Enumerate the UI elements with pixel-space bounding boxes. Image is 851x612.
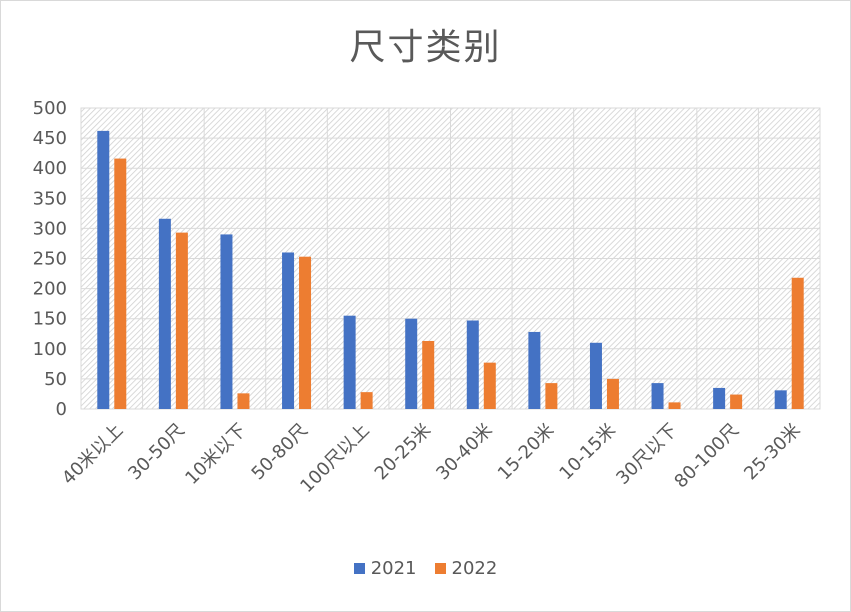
bar-2021 [774,390,787,409]
x-tick-label: 40米以上 [58,420,127,489]
legend: 2021 2022 [0,558,851,579]
bar-2022 [791,277,804,409]
bar-2021 [220,234,233,409]
legend-swatch-2021 [353,563,365,574]
legend-label-2021: 2021 [370,558,417,579]
chart-title: 尺寸类别 [349,27,502,68]
bar-2022 [668,402,681,409]
y-tick-label: 50 [44,369,67,390]
bar-2021 [713,387,726,409]
legend-item-2022: 2022 [434,558,498,579]
bar-2022 [730,394,743,409]
gridlines [80,107,821,410]
y-tick-label: 250 [33,249,67,270]
bar-2022 [606,378,619,409]
bar-2022 [237,393,250,409]
bar-2022 [114,158,127,409]
x-tick-label: 50-80尺 [248,420,313,485]
y-tick-label: 350 [33,188,67,209]
y-axis-ticks: 0 50 100 150 200 250 300 350 400 450 500 [33,98,67,420]
bar-2021 [589,342,602,409]
legend-swatch-2022 [434,563,446,574]
legend-item-2021: 2021 [353,558,417,579]
y-tick-label: 400 [33,158,67,179]
bar-2021 [158,218,171,409]
y-tick-label: 300 [33,218,67,239]
x-tick-label: 20-25米 [371,420,436,485]
bar-2021 [97,130,110,409]
x-tick-label: 25-30米 [740,420,805,485]
bar-2021 [466,320,479,409]
bar-2021 [282,252,295,409]
bar-2021 [528,331,541,409]
y-tick-label: 100 [33,339,67,360]
bar-2022 [299,256,312,409]
y-tick-label: 0 [56,399,67,420]
x-tick-label: 15-20米 [494,420,559,485]
bar-2021 [343,315,356,409]
bar-2022 [175,232,188,409]
x-tick-label: 30-50尺 [124,420,189,485]
y-tick-label: 450 [33,128,67,149]
y-tick-label: 500 [33,98,67,119]
x-tick-label: 30-40米 [432,420,497,485]
bar-2022 [545,383,558,409]
bar-2021 [651,383,664,409]
x-tick-label: 10米以下 [181,420,250,489]
x-tick-label: 80-100尺 [670,420,743,493]
x-tick-label: 10-15米 [555,420,620,485]
bar-2022 [360,392,373,409]
bar-2022 [422,340,435,409]
bar-2022 [483,362,496,409]
bar-2021 [405,318,418,409]
legend-label-2022: 2022 [451,558,498,579]
bars [97,130,804,409]
x-axis-labels: 40米以上30-50尺10米以下50-80尺100尺以上20-25米30-40米… [58,420,805,497]
y-tick-label: 200 [33,279,67,300]
y-tick-label: 150 [33,309,67,330]
